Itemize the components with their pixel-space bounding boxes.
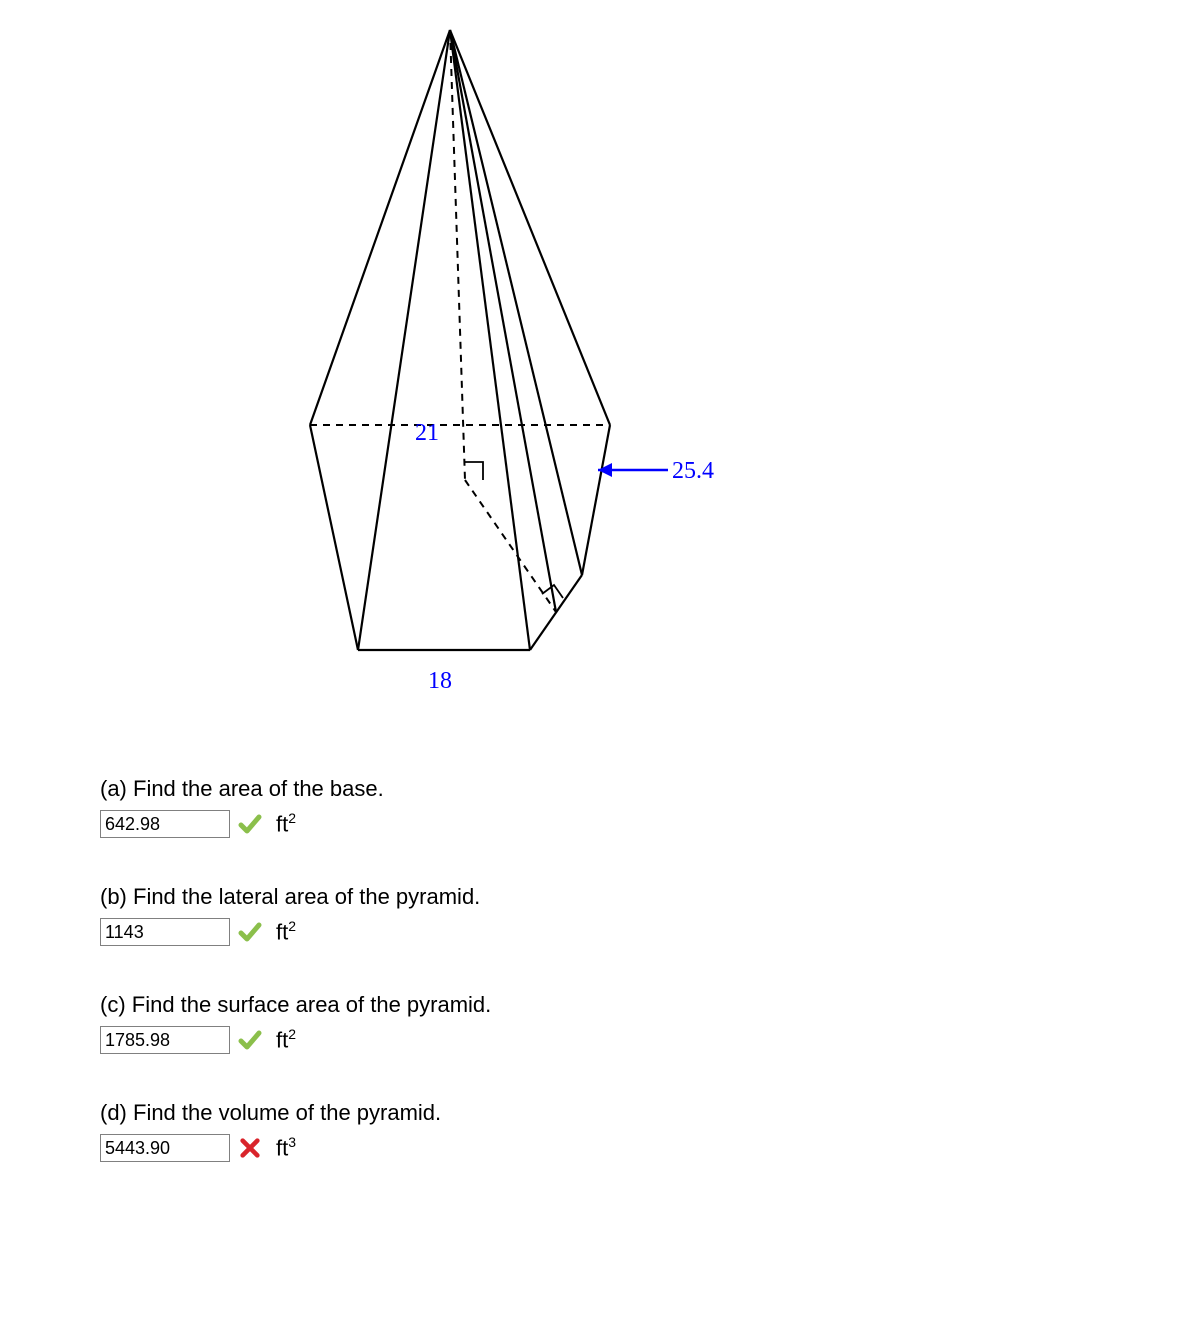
question-d-unit: ft3 [276, 1134, 296, 1161]
check-icon [238, 920, 262, 944]
question-b-answer-row: ft2 [100, 918, 1194, 946]
label-base-side: 18 [428, 668, 452, 690]
question-a-input[interactable] [100, 810, 230, 838]
question-b-input[interactable] [100, 918, 230, 946]
right-angle-height [465, 462, 483, 480]
lateral-edge-3 [450, 30, 582, 575]
lateral-edge-4 [450, 30, 610, 425]
lateral-edge-5 [310, 30, 450, 425]
question-a-answer-row: ft2 [100, 810, 1194, 838]
unit-base: ft [276, 1028, 288, 1053]
question-b: (b) Find the lateral area of the pyramid… [100, 884, 1194, 946]
question-b-prompt: (b) Find the lateral area of the pyramid… [100, 884, 1194, 910]
unit-base: ft [276, 812, 288, 837]
base-edge-left [310, 425, 358, 650]
question-c-unit: ft2 [276, 1026, 296, 1053]
question-b-unit: ft2 [276, 918, 296, 945]
question-d-input[interactable] [100, 1134, 230, 1162]
unit-exp: 2 [288, 1026, 296, 1042]
check-icon [238, 812, 262, 836]
unit-base: ft [276, 920, 288, 945]
question-a: (a) Find the area of the base. ft2 [100, 776, 1194, 838]
question-c-answer-row: ft2 [100, 1026, 1194, 1054]
questions: (a) Find the area of the base. ft2 (b) F… [100, 776, 1194, 1162]
figure-container: 21 18 25.4 [0, 10, 1194, 696]
label-height: 21 [415, 420, 439, 446]
pyramid-figure: 21 18 25.4 [240, 10, 760, 696]
base-edge-right-lower [530, 575, 582, 650]
lateral-edge-1 [358, 30, 450, 650]
unit-base: ft [276, 1136, 288, 1161]
label-slant: 25.4 [672, 458, 714, 484]
question-d-answer-row: ft3 [100, 1134, 1194, 1162]
question-a-prompt: (a) Find the area of the base. [100, 776, 1194, 802]
unit-exp: 2 [288, 810, 296, 826]
question-d: (d) Find the volume of the pyramid. ft3 [100, 1100, 1194, 1162]
unit-exp: 3 [288, 1134, 296, 1150]
check-icon [238, 1028, 262, 1052]
base-edge-right-upper [582, 425, 610, 575]
page: 21 18 25.4 (a) Find the area of the base… [0, 0, 1194, 1238]
question-c-prompt: (c) Find the surface area of the pyramid… [100, 992, 1194, 1018]
cross-icon [238, 1136, 262, 1160]
question-c-input[interactable] [100, 1026, 230, 1054]
unit-exp: 2 [288, 918, 296, 934]
question-d-prompt: (d) Find the volume of the pyramid. [100, 1100, 1194, 1126]
pyramid-edges: 21 18 25.4 [310, 30, 714, 690]
pyramid-svg: 21 18 25.4 [240, 10, 760, 690]
question-a-unit: ft2 [276, 810, 296, 837]
question-c: (c) Find the surface area of the pyramid… [100, 992, 1194, 1054]
slant-height-line [450, 30, 556, 612]
